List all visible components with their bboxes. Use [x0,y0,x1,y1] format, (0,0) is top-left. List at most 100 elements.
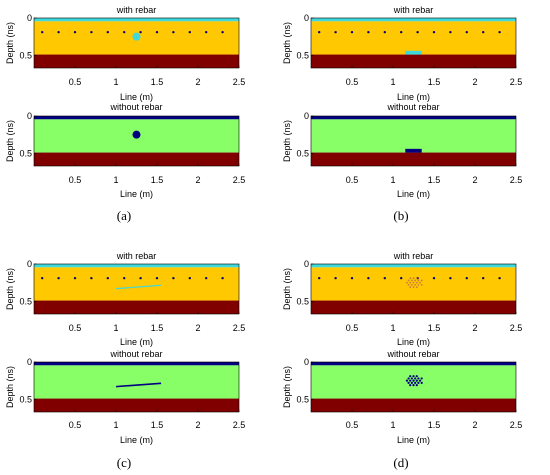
x-tick-label: 0.5 [69,175,82,185]
concrete-layer [34,365,239,399]
x-tick-label: 2 [472,420,477,430]
x-tick-label: 2.5 [233,77,246,87]
concrete-layer [34,267,239,301]
target-cluster-dot-12 [414,283,417,286]
target-cluster-dot-3 [407,381,410,384]
target-cluster-dot-12 [414,381,417,384]
y-tick-label: 0 [27,111,32,121]
x-axis-label: Line (m) [397,337,430,347]
rebar-marker-7 [416,30,419,34]
target-cluster-dot-2 [406,281,408,284]
target-cluster-dot-14 [415,277,418,280]
x-tick-label: 1 [390,420,395,430]
x-tick-label: 1 [113,77,118,87]
x-axis-label: Line (m) [120,92,153,102]
target-cluster-dot-10 [414,377,417,380]
caption-b: (b) [393,208,409,223]
target-cluster-dot-4 [409,375,412,378]
plot-frame [33,115,240,167]
rebar-marker-9 [172,30,175,34]
target-circle [132,32,141,41]
target-cluster-dot-6 [409,379,412,382]
rebar-marker-4 [367,30,370,34]
target-cluster-dot-16 [415,281,418,284]
target-cluster-dot-5 [410,377,413,380]
soil-layer [34,300,239,314]
target-cluster-dot-1 [407,279,410,282]
target-block [405,148,422,153]
target-cluster-dot-20 [419,281,421,284]
x-tick-label: 1 [390,175,395,185]
x-tick-label: 2.5 [233,175,246,185]
caption-a: (a) [116,208,132,223]
target-cluster-dot-7 [410,283,413,286]
rebar-marker-5 [106,276,110,280]
rebar-marker-11 [205,30,208,34]
rebar-marker-10 [465,30,468,34]
x-tick-label: 2 [195,175,200,185]
x-axis-label: Line (m) [120,189,153,199]
y-tick-label: 0 [304,357,309,367]
rebar-marker-6 [123,30,126,34]
y-tick-label: 0.5 [19,50,32,60]
rebar-marker-3 [73,30,77,34]
rebar-marker-6 [400,276,403,280]
surface-layer [34,116,239,120]
plot-d-without: without rebar 0.5 1 1.5 2 2.5 0 0.5 Line (m) Dept… [282,349,522,445]
rebar-marker-7 [139,30,142,34]
x-tick-label: 2.5 [510,175,523,185]
x-tick-label: 0.5 [346,420,359,430]
caption-c: (c) [116,455,132,470]
target-cluster-dot-17 [417,381,420,384]
rebar-marker-3 [73,276,77,280]
x-axis-label: Line (m) [397,92,430,102]
surface-layer [34,362,239,366]
x-tick-label: 1.5 [151,77,164,87]
concrete-layer [311,365,516,399]
target-cluster-dot-19 [420,279,423,282]
water-layer [34,18,239,22]
x-tick-label: 0.5 [346,77,359,87]
x-tick-label: 2 [472,77,477,87]
rebar-marker-9 [449,276,452,280]
x-tick-label: 1 [113,420,118,430]
target-block [405,50,422,55]
soil-layer [34,152,239,166]
rebar-marker-5 [383,30,386,34]
plot-title: with rebar [116,251,157,261]
rebar-marker-11 [482,30,485,34]
y-tick-label: 0.5 [19,148,32,158]
x-tick-label: 1.5 [428,323,441,333]
target-cluster-dot-1 [407,377,410,380]
rebar-marker-1 [41,276,44,280]
rebar-marker-1 [41,30,44,34]
soil-layer [34,54,239,68]
x-tick-label: 0.5 [69,323,82,333]
rebar-marker-10 [188,276,191,280]
x-tick-label: 1 [113,323,118,333]
rebar-marker-4 [367,276,370,280]
rebar-marker-5 [106,30,110,34]
rebar-marker-9 [172,276,175,280]
target-cluster-dot-8 [409,384,412,387]
y-axis-label: Depth (ns) [282,120,292,162]
rebar-marker-12 [221,276,224,280]
x-tick-label: 2.5 [510,420,523,430]
target-cluster-dot-8 [409,286,412,289]
water-layer [311,264,516,268]
target-cluster-dot-19 [420,377,423,380]
rebar-marker-4 [90,30,93,34]
caption-d: (d) [393,455,409,470]
target-cluster-dot-3 [407,283,410,286]
rebar-marker-10 [188,30,191,34]
plot-b-with: with rebar 0.5 1 1.5 2 2.5 0 0.5 Line (m) Depth (… [282,5,522,102]
surface-layer [311,362,516,366]
target-line [115,382,162,388]
target-cluster-dot-17 [417,283,420,286]
rebar-marker-8 [155,276,159,280]
y-tick-label: 0.5 [296,296,309,306]
soil-layer [311,54,516,68]
rebar-marker-10 [465,276,468,280]
x-tick-label: 2 [472,175,477,185]
rebar-marker-7 [139,276,142,280]
